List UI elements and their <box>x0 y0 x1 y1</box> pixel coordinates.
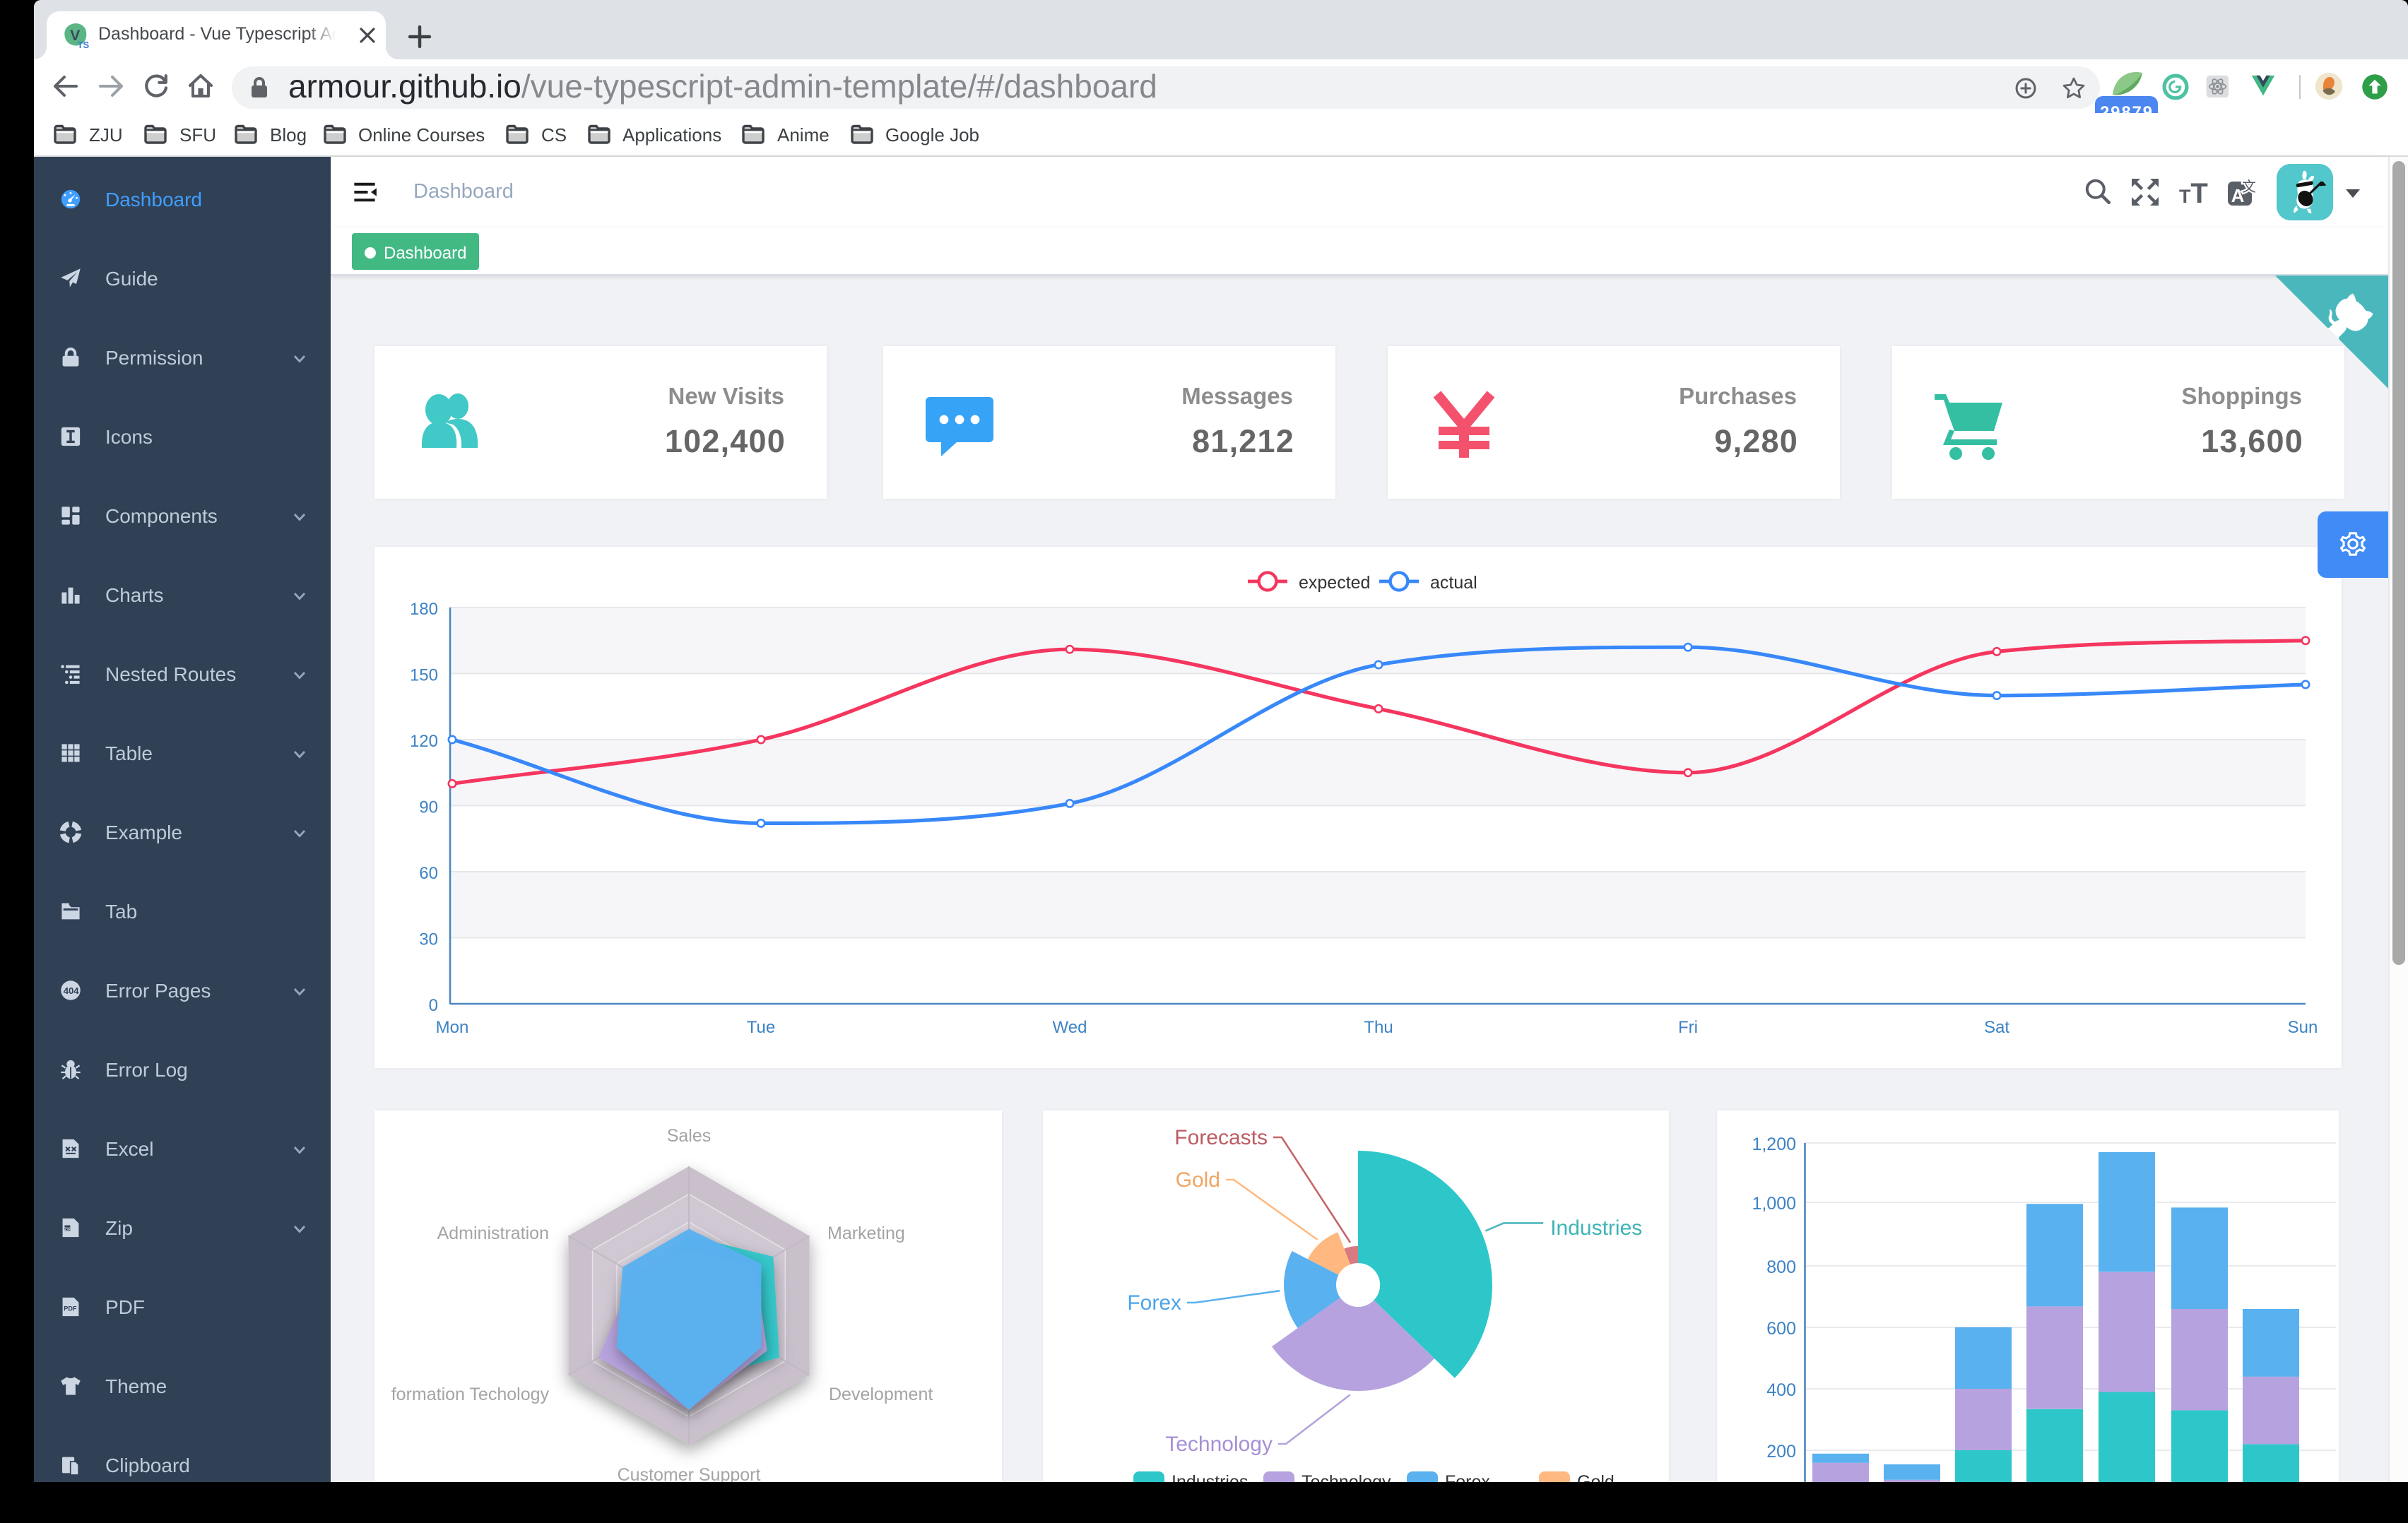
svg-text:Marketing: Marketing <box>827 1223 905 1243</box>
svg-text:V: V <box>69 28 79 44</box>
svg-text:Customer Support: Customer Support <box>618 1465 761 1482</box>
svg-text:A: A <box>2231 184 2245 206</box>
svg-text:Technology: Technology <box>1165 1433 1273 1456</box>
svg-text:60: 60 <box>419 864 438 883</box>
svg-text:150: 150 <box>410 666 438 685</box>
svg-text:Gold: Gold <box>1176 1168 1220 1192</box>
svg-text:actual: actual <box>1430 573 1477 593</box>
svg-text:Forecasts: Forecasts <box>1174 1126 1268 1149</box>
svg-text:ZIP: ZIP <box>64 1226 72 1231</box>
svg-text:Forex: Forex <box>1445 1472 1490 1482</box>
svg-text:Mon: Mon <box>436 1018 469 1037</box>
svg-text:Fri: Fri <box>1678 1018 1698 1037</box>
svg-text:文: 文 <box>2242 178 2255 194</box>
svg-text:Administration: Administration <box>437 1223 549 1243</box>
svg-text:Gold: Gold <box>1577 1472 1615 1482</box>
svg-text:PDF: PDF <box>64 1305 77 1312</box>
svg-text:formation Techology: formation Techology <box>391 1385 550 1404</box>
svg-text:T: T <box>2190 178 2207 205</box>
svg-text:T: T <box>2179 186 2191 205</box>
svg-text:90: 90 <box>419 798 438 817</box>
svg-text:0: 0 <box>429 996 438 1015</box>
svg-text:404: 404 <box>64 985 80 995</box>
svg-text:Development: Development <box>829 1385 933 1404</box>
svg-text:Industries: Industries <box>1171 1472 1248 1482</box>
svg-text:Tue: Tue <box>747 1018 775 1037</box>
svg-text:Technology: Technology <box>1302 1472 1391 1482</box>
svg-text:TS: TS <box>77 40 88 49</box>
svg-text:800: 800 <box>1766 1257 1796 1277</box>
svg-text:Sat: Sat <box>1984 1018 2009 1037</box>
svg-text:Thu: Thu <box>1364 1018 1393 1037</box>
svg-text:Forex: Forex <box>1127 1291 1181 1315</box>
svg-text:30: 30 <box>419 930 438 949</box>
svg-text:200: 200 <box>1766 1442 1796 1462</box>
svg-text:180: 180 <box>410 600 438 619</box>
svg-text:400: 400 <box>1766 1380 1796 1400</box>
svg-text:expected: expected <box>1299 573 1370 593</box>
svg-text:1,000: 1,000 <box>1752 1194 1796 1214</box>
svg-text:Sun: Sun <box>2288 1018 2318 1037</box>
svg-text:Industries: Industries <box>1550 1216 1642 1240</box>
svg-text:600: 600 <box>1766 1319 1796 1339</box>
svg-text:Wed: Wed <box>1053 1018 1087 1037</box>
svg-text:Sales: Sales <box>667 1126 712 1146</box>
svg-text:1,200: 1,200 <box>1752 1134 1796 1154</box>
svg-text:120: 120 <box>410 732 438 751</box>
